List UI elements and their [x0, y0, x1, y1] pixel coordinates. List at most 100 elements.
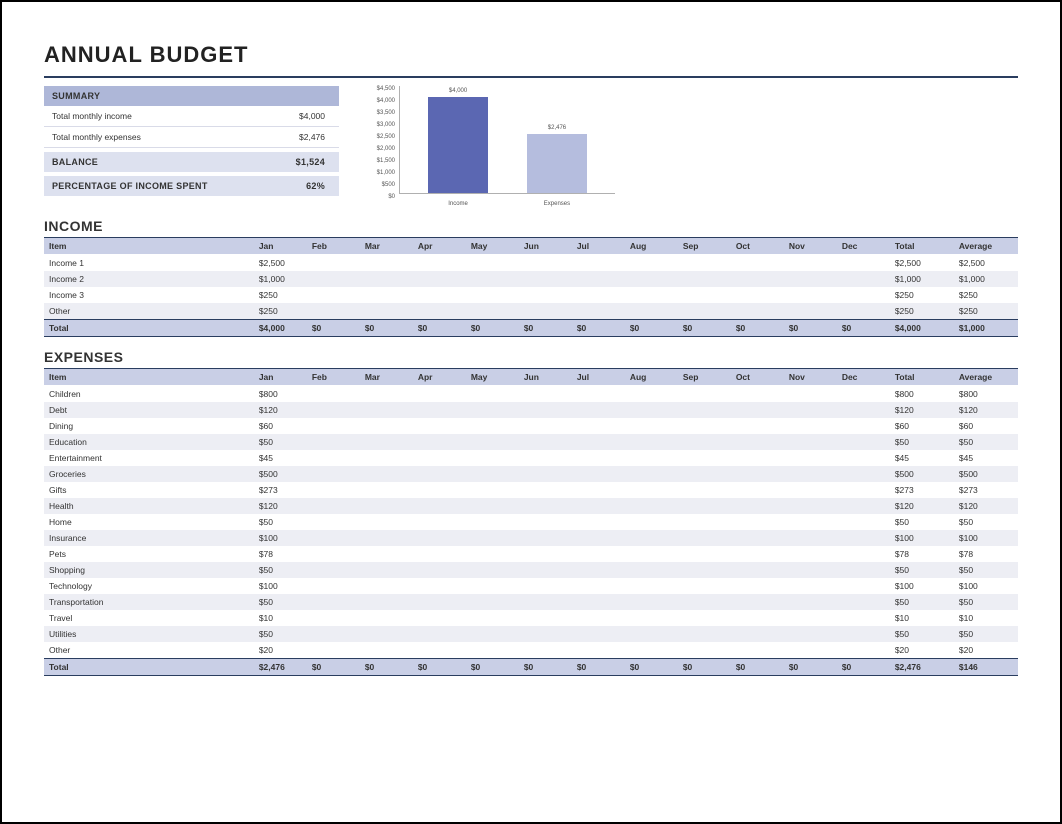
cell-month: [837, 610, 890, 626]
cell-month: [413, 466, 466, 482]
cell-month: [360, 303, 413, 320]
col-header-month: Jan: [254, 369, 307, 386]
cell-month: [360, 255, 413, 272]
cell-month-total: $0: [784, 320, 837, 337]
cell-month: [784, 642, 837, 659]
cell-month: [413, 482, 466, 498]
summary-row-label: Total monthly income: [44, 106, 271, 127]
cell-month-total: $0: [519, 659, 572, 676]
cell-month: [784, 418, 837, 434]
cell-month: [519, 498, 572, 514]
cell-month: [307, 530, 360, 546]
cell-item: Pets: [44, 546, 254, 562]
cell-month: [307, 594, 360, 610]
cell-month: [572, 626, 625, 642]
cell-month: [837, 418, 890, 434]
cell-average: $120: [954, 498, 1018, 514]
col-header-month: Sep: [678, 238, 731, 255]
summary-panel: SUMMARY Total monthly income $4,000 Tota…: [44, 86, 339, 196]
cell-month: [678, 482, 731, 498]
cell-item: Children: [44, 386, 254, 403]
cell-month: [360, 610, 413, 626]
cell-month: [837, 255, 890, 272]
cell-average: $50: [954, 434, 1018, 450]
balance-value: $1,524: [271, 152, 339, 172]
cell-item: Health: [44, 498, 254, 514]
cell-month: [731, 271, 784, 287]
cell-month-total: $2,476: [254, 659, 307, 676]
cell-month: [731, 530, 784, 546]
cell-item: Technology: [44, 578, 254, 594]
cell-month: [837, 546, 890, 562]
cell-month: [307, 402, 360, 418]
cell-month: [731, 626, 784, 642]
expenses-table: ItemJanFebMarAprMayJunJulAugSepOctNovDec…: [44, 368, 1018, 676]
cell-month: [784, 434, 837, 450]
pct-label: PERCENTAGE OF INCOME SPENT: [44, 176, 271, 196]
cell-month-total: $0: [625, 320, 678, 337]
cell-month: [784, 482, 837, 498]
col-header-average: Average: [954, 369, 1018, 386]
cell-month: [519, 255, 572, 272]
cell-month: [678, 466, 731, 482]
cell-month: [360, 546, 413, 562]
cell-average: $250: [954, 287, 1018, 303]
cell-month: [466, 642, 519, 659]
cell-month: [413, 642, 466, 659]
table-total-row: Total$4,000$0$0$0$0$0$0$0$0$0$0$0$4,000$…: [44, 320, 1018, 337]
cell-month: [678, 434, 731, 450]
cell-month: [466, 418, 519, 434]
cell-month: [784, 498, 837, 514]
cell-month: [466, 402, 519, 418]
col-header-item: Item: [44, 238, 254, 255]
cell-month: [413, 402, 466, 418]
cell-month: [784, 594, 837, 610]
cell-month: [678, 255, 731, 272]
cell-month: [678, 642, 731, 659]
table-row: Travel$10$10$10: [44, 610, 1018, 626]
cell-month: $20: [254, 642, 307, 659]
cell-month: [837, 287, 890, 303]
summary-row-value: $2,476: [271, 127, 339, 148]
cell-total: $60: [890, 418, 954, 434]
cell-average: $50: [954, 514, 1018, 530]
cell-month: [731, 578, 784, 594]
cell-month: [572, 418, 625, 434]
cell-total-label: Total: [44, 659, 254, 676]
cell-average: $100: [954, 530, 1018, 546]
col-header-month: Apr: [413, 369, 466, 386]
cell-total: $50: [890, 626, 954, 642]
cell-month: [678, 450, 731, 466]
chart-bar-value-label: $4,000: [449, 88, 467, 94]
cell-month: [360, 466, 413, 482]
cell-month: [837, 514, 890, 530]
chart-ytick: $2,000: [365, 146, 395, 152]
cell-average: $50: [954, 562, 1018, 578]
cell-month: [837, 450, 890, 466]
cell-item: Dining: [44, 418, 254, 434]
table-row: Education$50$50$50: [44, 434, 1018, 450]
cell-average: $2,500: [954, 255, 1018, 272]
cell-month-total: $0: [678, 659, 731, 676]
cell-month: [519, 546, 572, 562]
cell-month: [519, 386, 572, 403]
cell-month: [519, 610, 572, 626]
cell-total: $20: [890, 642, 954, 659]
cell-month: [731, 610, 784, 626]
cell-month: [625, 610, 678, 626]
table-row: Income 1$2,500$2,500$2,500: [44, 255, 1018, 272]
cell-month: [784, 450, 837, 466]
cell-month: [837, 626, 890, 642]
cell-month: [413, 594, 466, 610]
cell-month: [307, 514, 360, 530]
col-header-month: Feb: [307, 238, 360, 255]
cell-month: $2,500: [254, 255, 307, 272]
balance-label: BALANCE: [44, 152, 271, 172]
summary-chart: $0$500$1,000$1,500$2,000$2,500$3,000$3,5…: [363, 86, 615, 208]
cell-item: Income 2: [44, 271, 254, 287]
chart-ytick: $4,500: [365, 86, 395, 92]
cell-total: $800: [890, 386, 954, 403]
cell-total: $1,000: [890, 271, 954, 287]
cell-month: [466, 386, 519, 403]
cell-total: $78: [890, 546, 954, 562]
